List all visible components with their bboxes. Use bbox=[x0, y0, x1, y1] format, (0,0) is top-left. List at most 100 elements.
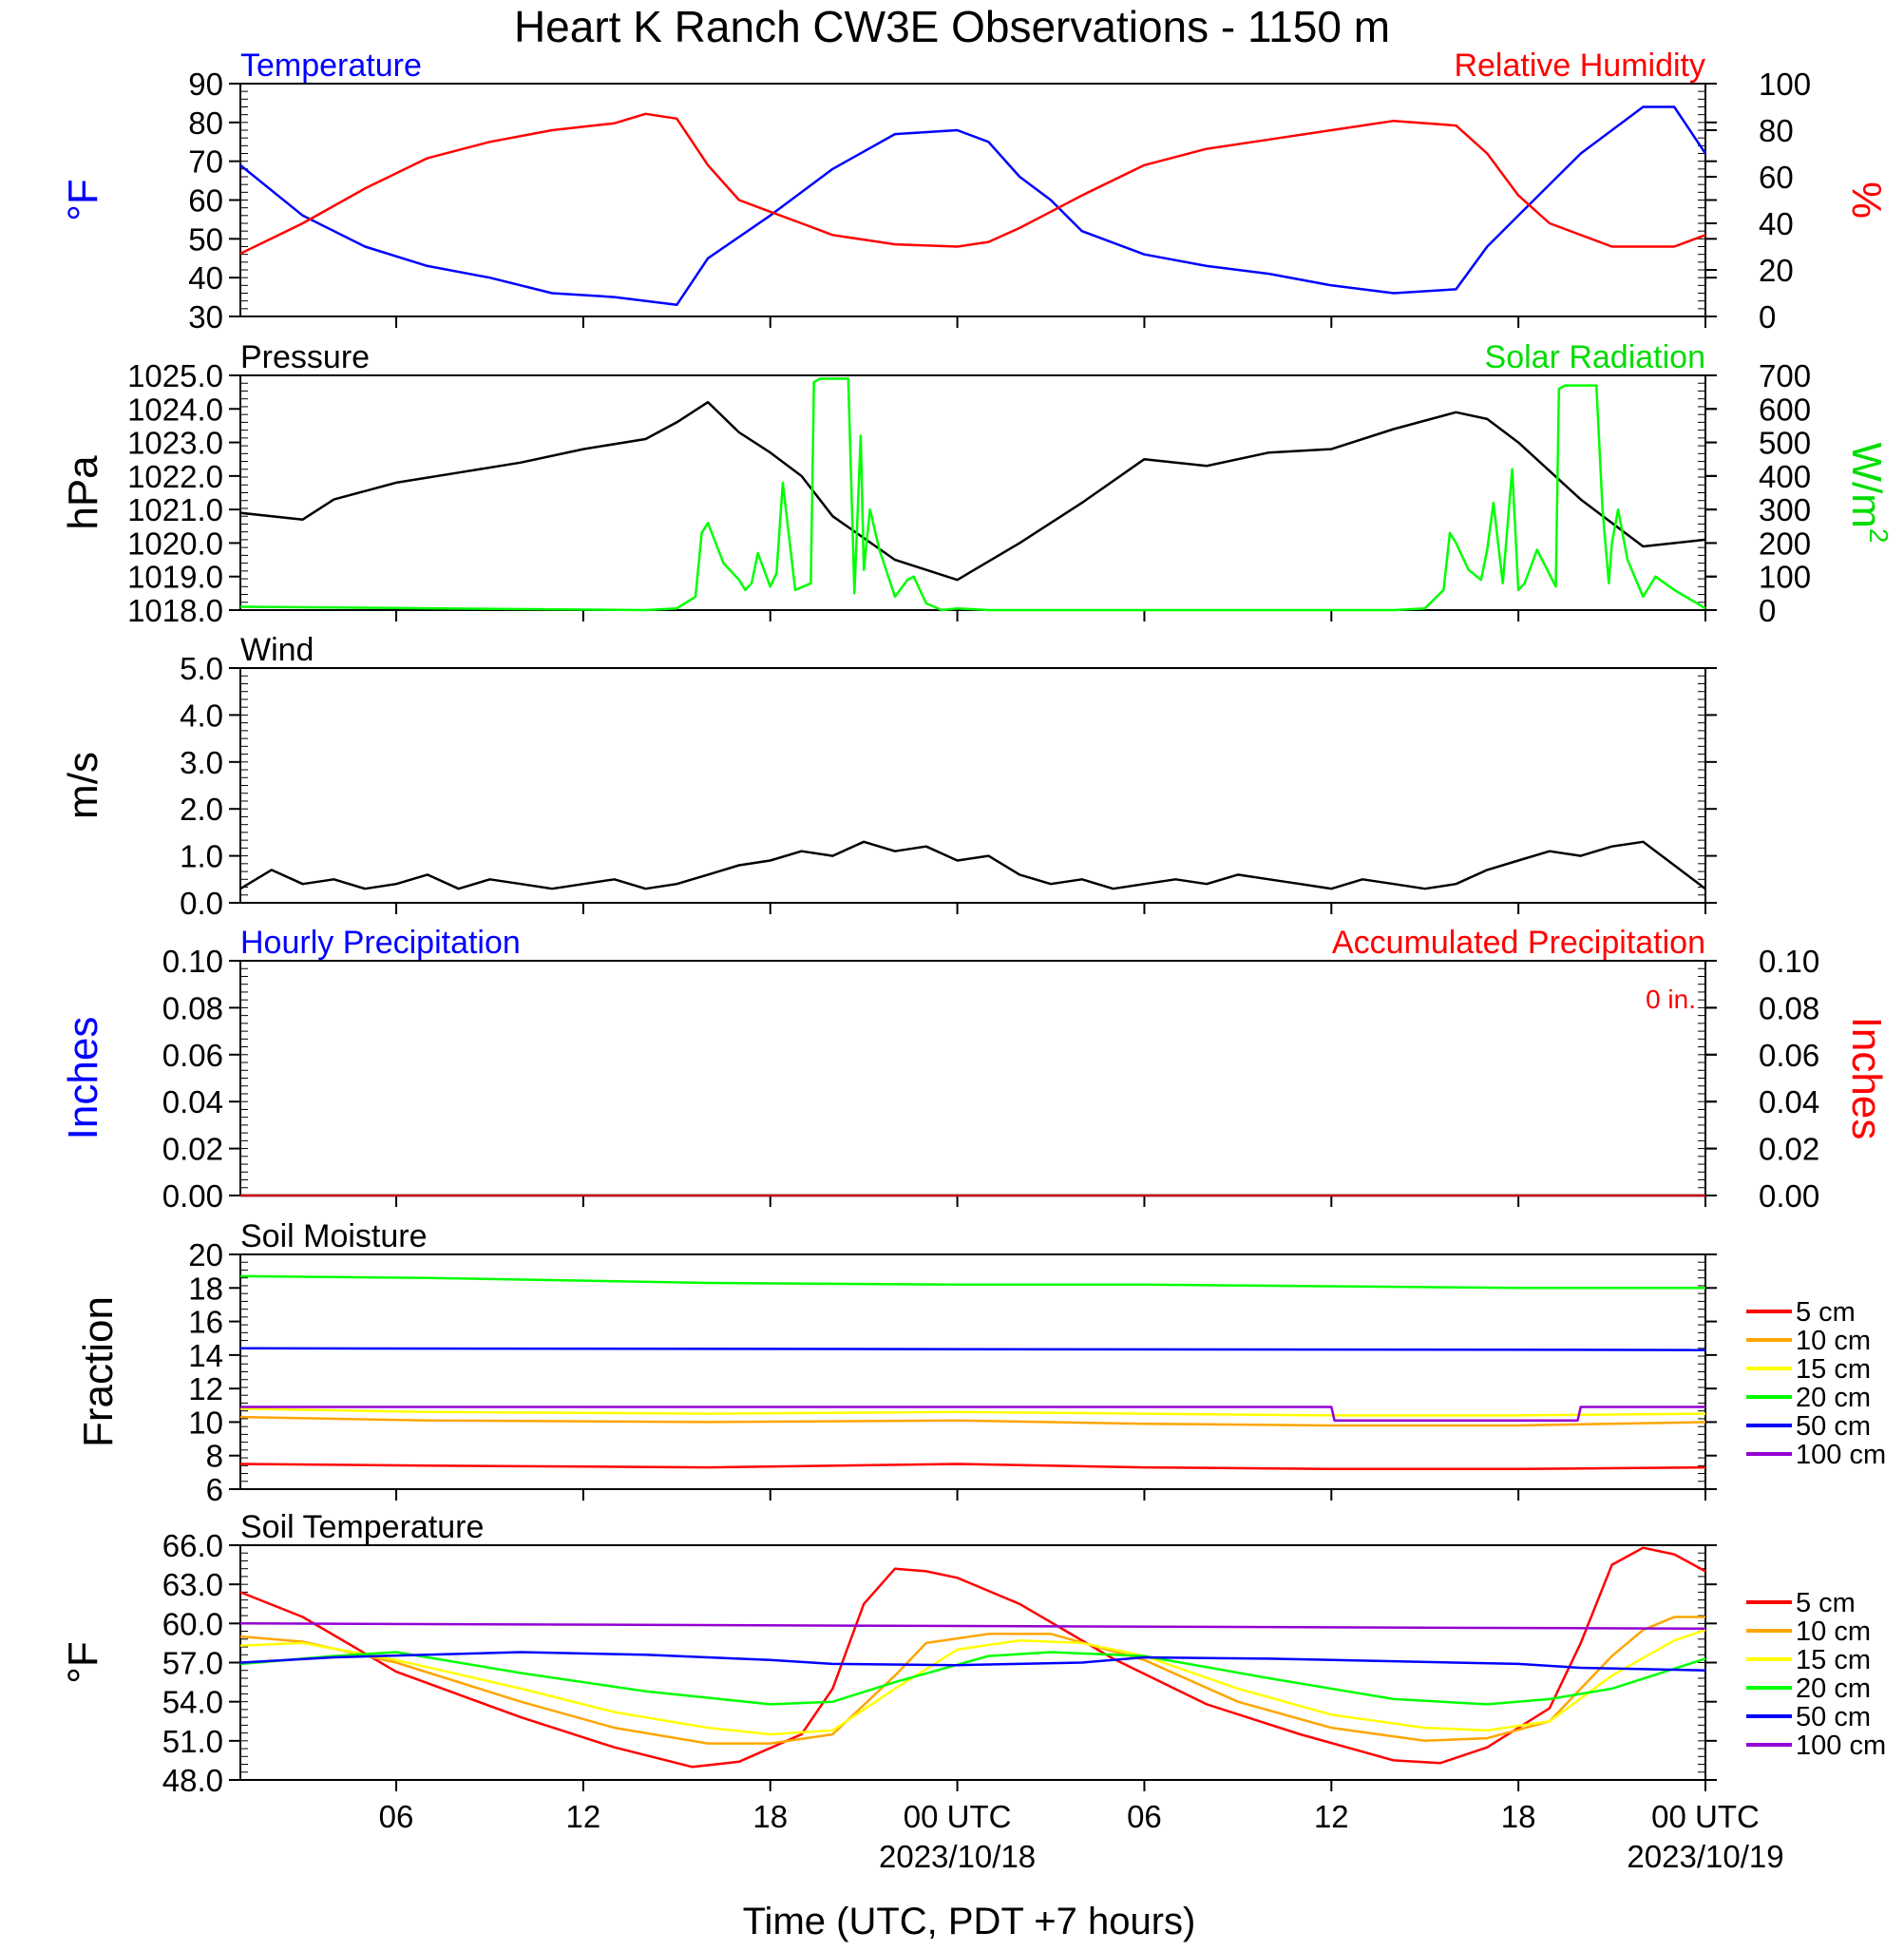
series-line-right-1 bbox=[239, 112, 1706, 256]
y-tick-label-left: 10 bbox=[188, 1405, 223, 1440]
panel-title-right: Relative Humidity bbox=[1454, 48, 1705, 84]
y-tick-label-right: 0.06 bbox=[1759, 1038, 1819, 1073]
y-tick-label-right: 100 bbox=[1759, 560, 1811, 595]
panel-soil-temperature: 48.0 51.0 54.0 57.0 60.0 63.0 66.0 Soil Tempera… bbox=[60, 1509, 1886, 1798]
series-line-left-0 bbox=[239, 105, 1707, 307]
y-tick-label-left: 0.04 bbox=[162, 1084, 223, 1119]
panel-precipitation: 0.00 0.02 0.04 0.06 0.08 0.10 0.00 0.02 0.04 0.06… bbox=[60, 925, 1890, 1214]
x-axis-label: Time (UTC, PDT +7 hours) bbox=[743, 1901, 1196, 1942]
y-tick-label-right: 0.08 bbox=[1759, 990, 1819, 1025]
y-tick-label-left: 0.06 bbox=[162, 1038, 223, 1073]
y-tick-label-right: 400 bbox=[1759, 459, 1811, 494]
series-line-left-0 bbox=[239, 840, 1706, 890]
y-tick-label-left: 18 bbox=[188, 1271, 223, 1306]
y-tick-label-left: 70 bbox=[188, 144, 223, 180]
legend-label: 15 cm bbox=[1796, 1645, 1871, 1675]
series-line-100-cm bbox=[240, 1406, 1705, 1422]
y-axis-label-left: hPa bbox=[60, 455, 106, 530]
y-tick-label-left: 8 bbox=[206, 1439, 223, 1474]
y-tick-label-left: 48.0 bbox=[162, 1763, 223, 1798]
x-tick-label: 18 bbox=[1501, 1799, 1536, 1834]
y-tick-label-left: 60.0 bbox=[162, 1606, 223, 1641]
y-tick-label-right: 0.02 bbox=[1759, 1132, 1819, 1167]
y-tick-label-right: 40 bbox=[1759, 206, 1794, 241]
y-tick-label-left: 60 bbox=[188, 183, 223, 219]
y-tick-label-left: 1025.0 bbox=[127, 358, 223, 393]
y-axis-label-superscript: 2 bbox=[1864, 528, 1894, 544]
legend-label: 10 cm bbox=[1796, 1616, 1871, 1647]
y-tick-label-left: 2.0 bbox=[180, 792, 223, 827]
y-tick-label-right: 60 bbox=[1759, 160, 1794, 195]
y-axis-label-left: Fraction bbox=[75, 1296, 122, 1447]
series-line-15-cm bbox=[239, 1407, 1706, 1417]
x-tick-date-label: 2023/10/19 bbox=[1627, 1839, 1783, 1874]
y-axis-label-left: Inches bbox=[60, 1017, 106, 1140]
y-tick-label-right: 80 bbox=[1759, 113, 1794, 148]
y-tick-label-left: 1019.0 bbox=[127, 560, 223, 595]
y-tick-label-right: 100 bbox=[1759, 67, 1811, 102]
y-tick-label-left: 50 bbox=[188, 221, 223, 257]
y-axis-label-right: % bbox=[1843, 182, 1890, 219]
y-axis-label-left: °F bbox=[60, 179, 106, 220]
y-tick-label-left: 6 bbox=[206, 1472, 223, 1507]
panel-title-left: Temperature bbox=[240, 48, 422, 84]
y-tick-label-left: 3.0 bbox=[180, 745, 223, 780]
x-tick-label: 18 bbox=[752, 1799, 788, 1834]
y-tick-label-left: 4.0 bbox=[180, 698, 223, 733]
series-line-50-cm bbox=[239, 1651, 1706, 1672]
legend-label: 15 cm bbox=[1796, 1354, 1871, 1385]
y-tick-label-right: 700 bbox=[1759, 358, 1811, 393]
y-axis-label-right: W/m2 bbox=[1843, 443, 1894, 544]
y-tick-label-left: 1021.0 bbox=[127, 492, 223, 527]
y-tick-label-left: 20 bbox=[188, 1237, 223, 1272]
legend-label: 20 cm bbox=[1796, 1383, 1871, 1413]
y-tick-label-left: 66.0 bbox=[162, 1528, 223, 1563]
legend-label: 10 cm bbox=[1796, 1326, 1871, 1356]
legend-label: 100 cm bbox=[1796, 1440, 1886, 1470]
x-tick-date-label: 2023/10/18 bbox=[879, 1839, 1036, 1874]
y-tick-label-left: 0.10 bbox=[162, 944, 223, 979]
x-tick-label: 00 UTC bbox=[1651, 1799, 1760, 1834]
legend-label: 5 cm bbox=[1796, 1588, 1856, 1618]
y-axis-label-left: °F bbox=[60, 1641, 106, 1683]
panel-frame bbox=[239, 374, 1706, 611]
y-tick-label-right: 0 bbox=[1759, 299, 1776, 335]
time-axis: 06 12 18 00 UTC 2023/10/18 06 12 18 00 UTC 2023/1… bbox=[379, 1799, 1784, 1874]
panel-frame bbox=[239, 83, 1706, 317]
y-tick-label-right: 0.10 bbox=[1759, 944, 1819, 979]
legend-label: 100 cm bbox=[1796, 1731, 1886, 1761]
panel-title-left: Pressure bbox=[240, 339, 370, 375]
y-tick-label-left: 14 bbox=[188, 1338, 223, 1373]
x-tick-label: 12 bbox=[1314, 1799, 1349, 1834]
x-tick-label: 06 bbox=[1127, 1799, 1162, 1834]
y-tick-label-left: 40 bbox=[188, 260, 223, 296]
y-tick-label-right: 300 bbox=[1759, 492, 1811, 527]
y-tick-label-right: 600 bbox=[1759, 392, 1811, 427]
y-tick-label-right: 20 bbox=[1759, 253, 1794, 288]
y-tick-label-left: 5.0 bbox=[180, 651, 223, 686]
y-tick-label-left: 1024.0 bbox=[127, 392, 223, 427]
y-tick-label-left: 51.0 bbox=[162, 1724, 223, 1759]
figure-title: Heart K Ranch CW3E Observations - 1150 m bbox=[514, 2, 1390, 51]
series-line-5-cm bbox=[239, 1463, 1706, 1471]
y-tick-label-left: 54.0 bbox=[162, 1685, 223, 1720]
x-tick-label: 06 bbox=[379, 1799, 414, 1834]
series-line-5-cm bbox=[239, 1546, 1706, 1769]
panel-wind: 0.0 1.0 2.0 3.0 4.0 5.0 Wind m/s bbox=[60, 632, 1717, 921]
series-line-50-cm bbox=[239, 1347, 1706, 1351]
legend-label: 50 cm bbox=[1796, 1702, 1871, 1732]
panel-title-left: Soil Moisture bbox=[240, 1218, 428, 1254]
panel-frame bbox=[239, 667, 1706, 904]
y-tick-label-left: 1022.0 bbox=[127, 459, 223, 494]
panel-title-left: Wind bbox=[240, 632, 314, 668]
y-tick-label-left: 30 bbox=[188, 299, 223, 335]
y-tick-label-left: 0.0 bbox=[180, 886, 223, 921]
panel-pressure-solar: 1018.01019.01020.01021.01022.01023.01024… bbox=[60, 339, 1894, 628]
series-line-20-cm bbox=[239, 1651, 1706, 1706]
y-axis-label-right: Inches bbox=[1843, 1017, 1890, 1140]
